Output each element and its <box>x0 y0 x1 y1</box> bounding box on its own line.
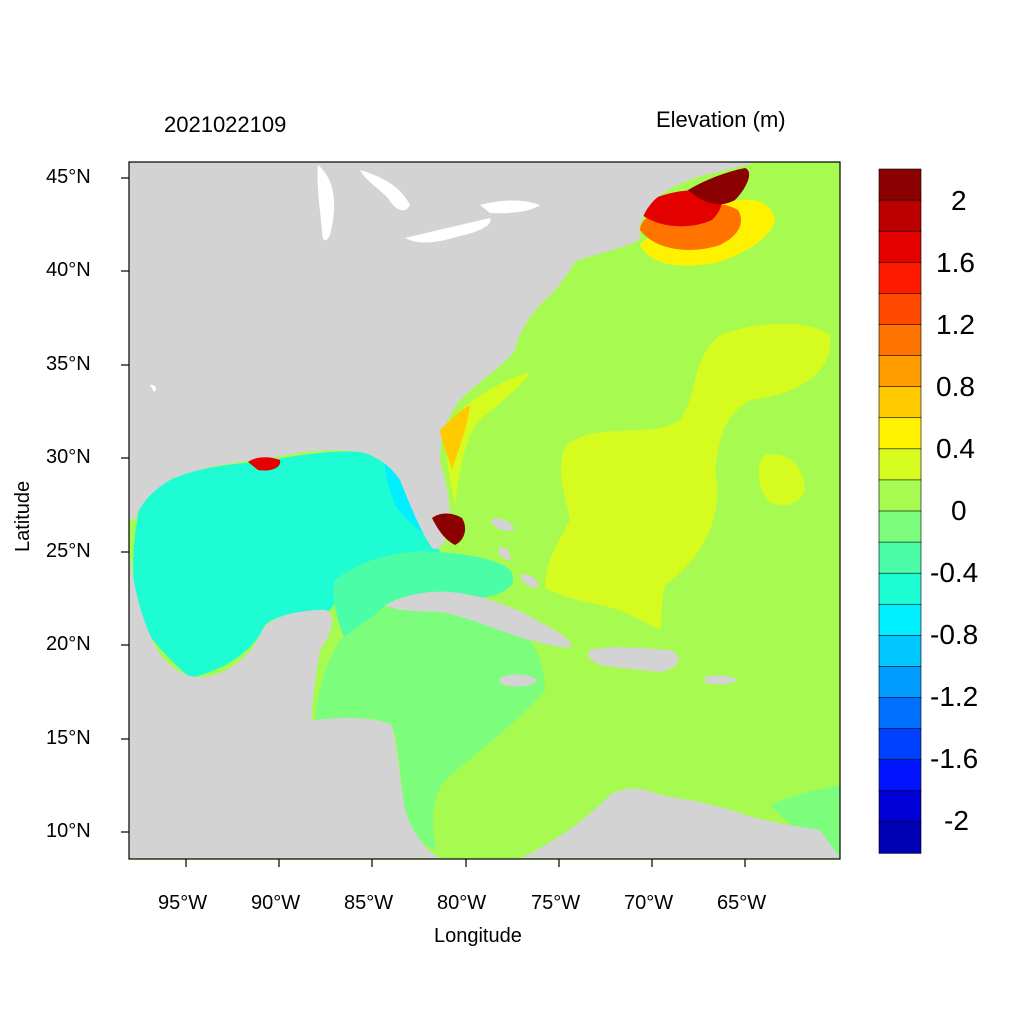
colorbar-swatch <box>878 821 922 854</box>
colorbar-swatch <box>878 479 922 512</box>
caribbean-negative-band <box>333 551 514 640</box>
gulf-coast-surge <box>248 457 281 471</box>
bahamas-banks <box>490 518 539 588</box>
colorbar-label: 2 <box>951 185 967 216</box>
colorbar-swatch <box>878 293 922 326</box>
colorbar-label: 1.6 <box>936 247 975 278</box>
southeast-coast-positive-strip <box>440 405 470 470</box>
colorbar-swatch <box>878 572 922 605</box>
colorbar-swatch <box>878 261 922 295</box>
gulf-of-mexico <box>133 451 445 678</box>
colorbar-swatch <box>878 603 922 637</box>
y-tick-label: 20°N <box>46 633 91 655</box>
x-tick-label: 80°W <box>437 892 487 914</box>
y-tick-label: 45°N <box>46 166 91 188</box>
x-tick-label: 85°W <box>344 892 394 914</box>
x-tick-label: 95°W <box>158 892 208 914</box>
colorbar-label: -2 <box>944 805 969 836</box>
land-south-america <box>520 788 840 858</box>
y-tick-label: 30°N <box>46 446 91 468</box>
y-tick-label: 15°N <box>46 727 91 749</box>
x-tick-label: 90°W <box>251 892 301 914</box>
colorbar-swatch <box>878 324 922 357</box>
atlantic-positive-patch-east <box>758 454 805 506</box>
colorbar-label: -0.8 <box>930 619 979 650</box>
y-tick-label: 25°N <box>46 540 91 562</box>
colorbar-label: 0.4 <box>936 433 975 464</box>
colorbar-swatch <box>878 417 922 450</box>
colorbar-label: -1.6 <box>930 743 979 774</box>
land-cuba <box>385 591 571 648</box>
variable-title: Elevation (m) <box>656 107 786 132</box>
y-tick-label: 10°N <box>46 820 91 842</box>
colorbar-swatch <box>878 728 922 761</box>
colorbar-label: 0 <box>951 495 967 526</box>
colorbar-swatch <box>878 666 922 699</box>
axis-tick-marks <box>121 177 746 867</box>
y-tick-label: 40°N <box>46 259 91 281</box>
colorbar-swatch <box>878 168 922 201</box>
colorbar-swatch <box>878 510 922 543</box>
colorbar <box>878 168 922 854</box>
map-plot <box>128 161 841 860</box>
atlantic-positive-anomaly <box>545 323 831 630</box>
y-tick-label: 35°N <box>46 353 91 375</box>
colorbar-swatch <box>878 541 922 574</box>
map-frame <box>128 161 841 860</box>
colorbar-swatch <box>878 448 922 481</box>
colorbar-swatch <box>878 697 922 730</box>
x-tick-label: 75°W <box>531 892 581 914</box>
western-caribbean-region <box>315 596 545 850</box>
colorbar-label: 1.2 <box>936 309 975 340</box>
land-north-america <box>129 162 755 550</box>
land-puerto-rico <box>705 675 738 685</box>
colorbar-swatch <box>878 635 922 668</box>
colorbar-swatch <box>878 355 922 388</box>
timestamp-title: 2021022109 <box>164 112 287 137</box>
x-axis-title: Longitude <box>434 925 522 947</box>
colorbar-swatch <box>878 759 922 792</box>
south-florida-surge <box>432 513 466 545</box>
gulf-of-maine-surge-peak <box>688 168 750 205</box>
colorbar-swatch <box>878 386 922 419</box>
x-tick-label: 70°W <box>624 892 674 914</box>
land-mexico-central-america <box>129 545 440 858</box>
land-jamaica <box>500 674 538 687</box>
land-hispaniola <box>588 647 679 672</box>
x-tick-label: 65°W <box>717 892 767 914</box>
colorbar-label: 0.8 <box>936 371 975 402</box>
y-axis-title: Latitude <box>12 480 34 552</box>
colorbar-swatch <box>878 230 922 263</box>
colorbar-swatch <box>878 790 922 823</box>
colorbar-label: -0.4 <box>930 557 979 588</box>
colorbar-swatch <box>878 199 922 232</box>
colorbar-label: -1.2 <box>930 681 979 712</box>
